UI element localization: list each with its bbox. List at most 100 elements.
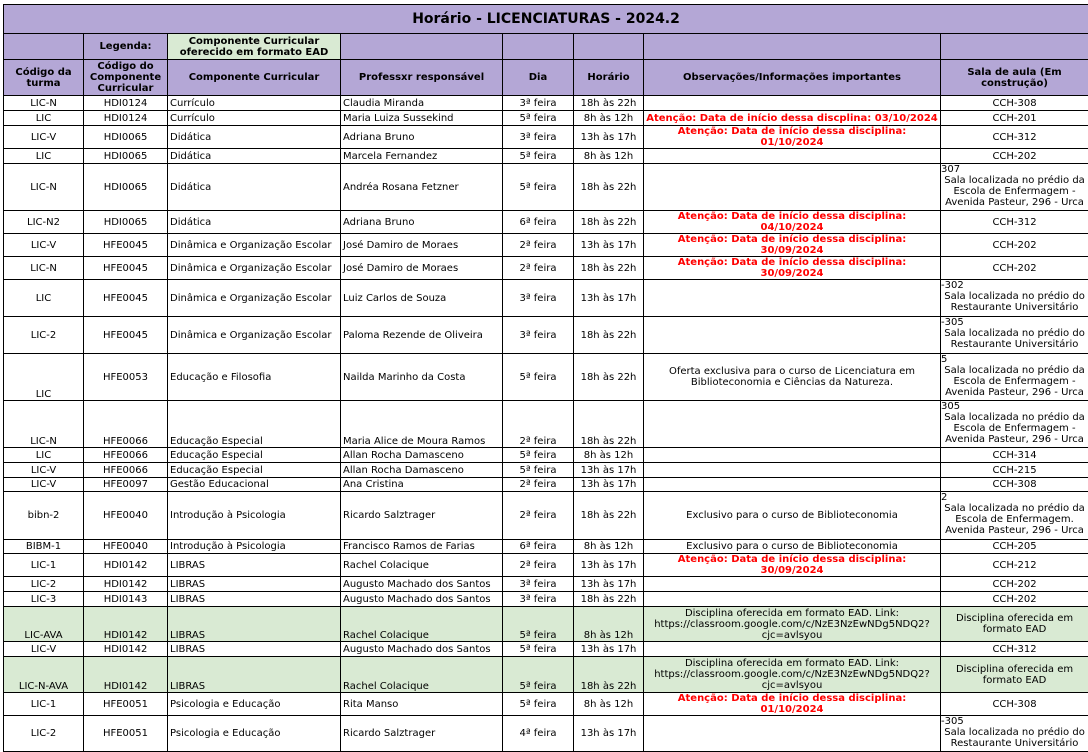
cell-professor[interactable]: Luiz Carlos de Souza	[341, 280, 503, 317]
cell-observacoes[interactable]: Atenção: Data de início dessa disciplina…	[644, 234, 941, 257]
cell-horario[interactable]: 18h às 22h	[574, 354, 644, 401]
cell-horario[interactable]: 8h às 12h	[574, 149, 644, 164]
cell-sala[interactable]: CCH-205	[941, 540, 1088, 554]
cell-turma[interactable]: LIC-N	[4, 96, 84, 111]
cell-professor[interactable]: Rachel Colacique	[341, 657, 503, 693]
cell-horario[interactable]: 18h às 22h	[574, 401, 644, 448]
cell-dia[interactable]: 2ª feira	[503, 234, 574, 257]
cell-turma[interactable]: LIC-1	[4, 554, 84, 577]
cell-turma[interactable]: LIC-V	[4, 234, 84, 257]
cell-professor[interactable]: Paloma Rezende de Oliveira	[341, 317, 503, 354]
cell-dia[interactable]: 4ª feira	[503, 716, 574, 752]
cell-codigo[interactable]: HFE0097	[84, 478, 168, 492]
cell-professor[interactable]: Claudia Miranda	[341, 96, 503, 111]
cell-professor[interactable]: Maria Luiza Sussekind	[341, 111, 503, 126]
cell-horario[interactable]: 13h às 17h	[574, 642, 644, 657]
cell-sala[interactable]: CCH-312	[941, 126, 1088, 149]
cell-dia[interactable]: 5ª feira	[503, 463, 574, 478]
cell-componente[interactable]: Gestão Educacional	[168, 478, 341, 492]
cell-sala[interactable]: CCH-308	[941, 693, 1088, 716]
cell-turma[interactable]: LIC-N-AVA	[4, 657, 84, 693]
cell-codigo[interactable]: HDI0142	[84, 607, 168, 642]
cell-professor[interactable]: Rita Manso	[341, 693, 503, 716]
cell-horario[interactable]: 18h às 22h	[574, 211, 644, 234]
cell-professor[interactable]: Francisco Ramos de Farias	[341, 540, 503, 554]
cell-horario[interactable]: 18h às 22h	[574, 657, 644, 693]
cell-codigo[interactable]: HDI0142	[84, 554, 168, 577]
cell-professor[interactable]: Maria Alice de Moura Ramos	[341, 401, 503, 448]
cell-componente[interactable]: Educação Especial	[168, 463, 341, 478]
cell-professor[interactable]: Allan Rocha Damasceno	[341, 463, 503, 478]
cell-codigo[interactable]: HFE0045	[84, 234, 168, 257]
cell-horario[interactable]: 13h às 17h	[574, 463, 644, 478]
cell-componente[interactable]: Currículo	[168, 96, 341, 111]
cell-dia[interactable]: 5ª feira	[503, 149, 574, 164]
cell-horario[interactable]: 8h às 12h	[574, 111, 644, 126]
cell-codigo[interactable]: HFE0045	[84, 317, 168, 354]
cell-observacoes[interactable]: Exclusivo para o curso de Biblioteconomi…	[644, 540, 941, 554]
cell-sala[interactable]: CCH-212	[941, 554, 1088, 577]
cell-professor[interactable]: Rachel Colacique	[341, 554, 503, 577]
cell-observacoes[interactable]	[644, 149, 941, 164]
cell-componente[interactable]: Didática	[168, 211, 341, 234]
cell-componente[interactable]: Currículo	[168, 111, 341, 126]
cell-observacoes[interactable]: Atenção: Data de início dessa discplina:…	[644, 111, 941, 126]
cell-observacoes[interactable]	[644, 448, 941, 463]
cell-componente[interactable]: LIBRAS	[168, 607, 341, 642]
cell-turma[interactable]: LIC-2	[4, 317, 84, 354]
cell-componente[interactable]: Didática	[168, 149, 341, 164]
cell-dia[interactable]: 5ª feira	[503, 693, 574, 716]
cell-horario[interactable]: 8h às 12h	[574, 540, 644, 554]
cell-dia[interactable]: 3ª feira	[503, 592, 574, 607]
cell-codigo[interactable]: HDI0065	[84, 164, 168, 211]
cell-turma[interactable]: LIC-3	[4, 592, 84, 607]
cell-componente[interactable]: Didática	[168, 164, 341, 211]
cell-professor[interactable]: Augusto Machado dos Santos	[341, 592, 503, 607]
cell-componente[interactable]: Dinâmica e Organização Escolar	[168, 317, 341, 354]
cell-turma[interactable]: LIC-N	[4, 401, 84, 448]
cell-componente[interactable]: Dinâmica e Organização Escolar	[168, 280, 341, 317]
cell-observacoes[interactable]: Atenção: Data de início dessa disciplina…	[644, 211, 941, 234]
cell-componente[interactable]: Introdução à Psicologia	[168, 492, 341, 540]
cell-dia[interactable]: 2ª feira	[503, 478, 574, 492]
cell-sala[interactable]: Disciplina oferecida em formato EAD	[941, 657, 1088, 693]
cell-turma[interactable]: LIC	[4, 149, 84, 164]
cell-horario[interactable]: 13h às 17h	[574, 234, 644, 257]
header-observacoes[interactable]: Observações/Informações importantes	[644, 60, 941, 96]
cell-codigo[interactable]: HDI0124	[84, 111, 168, 126]
cell-sala[interactable]: CCH-215	[941, 463, 1088, 478]
cell-horario[interactable]: 18h às 22h	[574, 257, 644, 280]
cell-sala[interactable]: CCH-201	[941, 111, 1088, 126]
cell-turma[interactable]: LIC	[4, 448, 84, 463]
cell-professor[interactable]: Nailda Marinho da Costa	[341, 354, 503, 401]
cell-codigo[interactable]: HFE0066	[84, 448, 168, 463]
cell-componente[interactable]: Educação Especial	[168, 448, 341, 463]
header-codigo-turma[interactable]: Código da turma	[4, 60, 84, 96]
cell-observacoes[interactable]	[644, 280, 941, 317]
cell-turma[interactable]: LIC-N	[4, 164, 84, 211]
cell-dia[interactable]: 2ª feira	[503, 492, 574, 540]
cell-sala[interactable]: Disciplina oferecida em formato EAD	[941, 607, 1088, 642]
cell-professor[interactable]: Ricardo Salztrager	[341, 716, 503, 752]
cell-observacoes[interactable]	[644, 96, 941, 111]
cell-observacoes[interactable]	[644, 642, 941, 657]
cell-turma[interactable]: LIC	[4, 354, 84, 401]
cell-professor[interactable]: Adriana Bruno	[341, 211, 503, 234]
cell-turma[interactable]: LIC-V	[4, 126, 84, 149]
cell-turma[interactable]: LIC-N	[4, 257, 84, 280]
cell-observacoes[interactable]: Atenção: Data de início dessa disciplina…	[644, 554, 941, 577]
header-sala[interactable]: Sala de aula (Em construção)	[941, 60, 1088, 96]
cell-turma[interactable]: LIC-V	[4, 463, 84, 478]
cell-turma[interactable]: LIC-V	[4, 478, 84, 492]
cell-observacoes[interactable]	[644, 592, 941, 607]
cell-horario[interactable]: 13h às 17h	[574, 126, 644, 149]
cell-horario[interactable]: 13h às 17h	[574, 716, 644, 752]
cell-codigo[interactable]: HFE0045	[84, 280, 168, 317]
cell-sala[interactable]: CCH-202	[941, 577, 1088, 592]
cell-componente[interactable]: Educação Especial	[168, 401, 341, 448]
header-dia[interactable]: Dia	[503, 60, 574, 96]
